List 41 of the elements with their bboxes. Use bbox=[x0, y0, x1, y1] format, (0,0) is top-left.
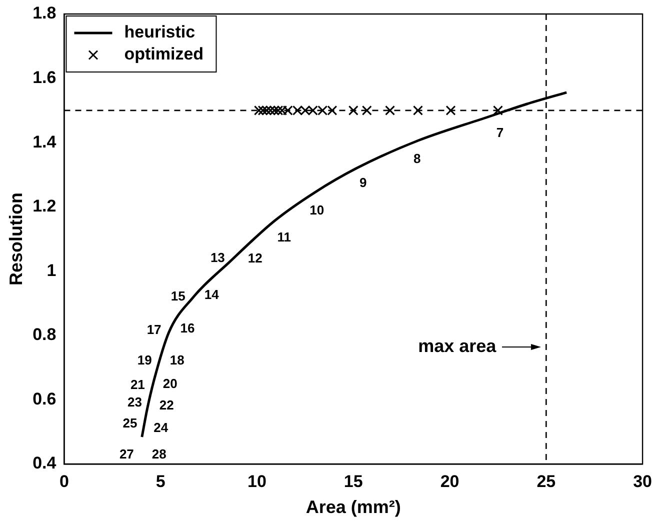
x-tick-label: 25 bbox=[536, 472, 556, 491]
y-tick-label: 0.4 bbox=[32, 454, 57, 473]
annotation: 10 bbox=[310, 202, 324, 218]
annotation: 7 bbox=[496, 125, 504, 140]
y-tick-label: 0.6 bbox=[32, 389, 56, 408]
annotation: 9 bbox=[359, 175, 367, 190]
annotation: 17 bbox=[146, 322, 162, 338]
annotation: 11 bbox=[277, 230, 291, 245]
legend-label: heuristic bbox=[124, 22, 196, 42]
ref-line-label: max area bbox=[418, 336, 498, 356]
x-axis-title: Area (mm²) bbox=[306, 497, 401, 518]
x-tick-label: 10 bbox=[248, 472, 266, 491]
annotation: 14 bbox=[204, 286, 220, 302]
x-tick-label: 20 bbox=[440, 472, 460, 491]
y-tick-label: 0.8 bbox=[32, 325, 56, 344]
annotation: 27 bbox=[119, 446, 134, 462]
annotation: 13 bbox=[210, 250, 225, 265]
y-tick-label: 1.4 bbox=[32, 132, 57, 152]
annotation: 15 bbox=[170, 288, 186, 304]
x-tick-label: 0 bbox=[60, 472, 69, 491]
annotation: 18 bbox=[170, 352, 184, 368]
annotation: 22 bbox=[159, 398, 174, 413]
annotation: 20 bbox=[162, 376, 178, 392]
annotation: 21 bbox=[130, 376, 145, 392]
y-tick-label: 1 bbox=[46, 260, 56, 280]
annotation: 8 bbox=[413, 150, 421, 166]
x-tick-label: 5 bbox=[156, 472, 166, 491]
annotation: 24 bbox=[154, 420, 169, 436]
x-tick-label: 15 bbox=[344, 472, 363, 491]
annotation: 19 bbox=[137, 352, 152, 368]
legend-label: optimized bbox=[124, 44, 204, 64]
y-axis-title: Resolution bbox=[6, 192, 26, 286]
annotation: 16 bbox=[180, 320, 195, 336]
y-tick-label: 1.6 bbox=[32, 68, 56, 87]
annotation: 28 bbox=[152, 446, 166, 462]
annotation: 12 bbox=[248, 250, 262, 266]
annotation: 25 bbox=[122, 415, 138, 430]
x-tick-label: 30 bbox=[633, 472, 652, 491]
y-tick-label: 1.8 bbox=[32, 4, 56, 23]
annotation: 23 bbox=[128, 394, 142, 410]
y-tick-label: 1.2 bbox=[32, 196, 56, 216]
